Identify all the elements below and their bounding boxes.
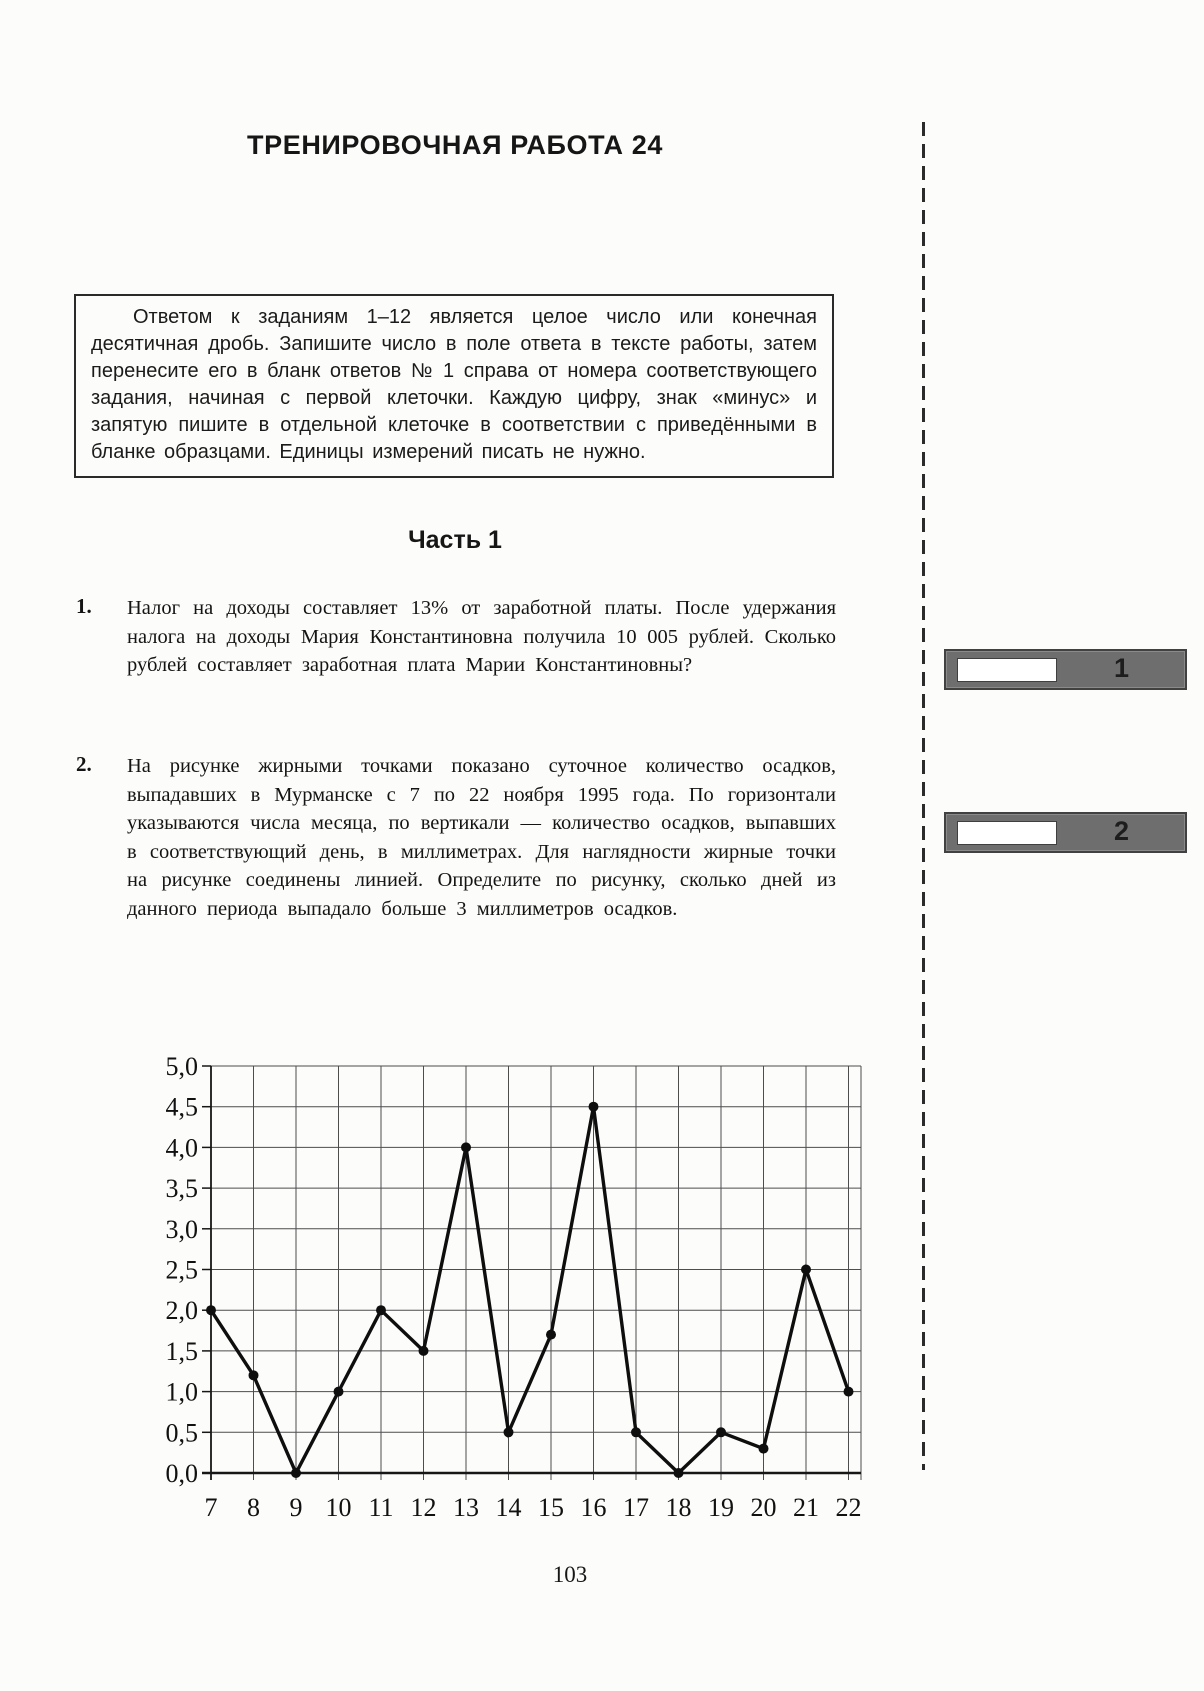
y-axis-label: 3,0 xyxy=(166,1215,199,1244)
precipitation-chart: 0,0 0,5 1,0 1,5 2,0 2,5 3,0 3,5 4,0 4,5 5,0 7 8 9 10 11… xyxy=(158,1038,878,1548)
x-axis-label: 18 xyxy=(666,1493,692,1522)
x-axis-label: 21 xyxy=(793,1493,819,1522)
y-axis-label: 0,5 xyxy=(166,1418,199,1447)
answer-slot-2: 2 xyxy=(944,812,1187,853)
data-point xyxy=(376,1305,386,1316)
instruction-box: Ответом к заданиям 1–12 является целое ч… xyxy=(74,294,834,478)
data-point xyxy=(291,1468,301,1478)
data-point xyxy=(461,1142,471,1153)
data-point xyxy=(843,1386,854,1397)
data-point xyxy=(206,1305,216,1316)
x-axis-label: 20 xyxy=(751,1493,777,1522)
problem-1-text: Налог на доходы составляет 13% от зарабо… xyxy=(127,597,836,677)
x-axis-label: 22 xyxy=(836,1493,862,1522)
y-axis-label: 3,5 xyxy=(166,1174,199,1203)
problem-2: 2. На рисунке жирными точками показано с… xyxy=(74,752,836,924)
problem-2-text: На рисунке жирными точками показано суто… xyxy=(127,755,836,920)
data-point xyxy=(631,1427,641,1438)
x-axis-label: 19 xyxy=(708,1493,734,1522)
x-axis-label: 7 xyxy=(205,1493,218,1522)
y-axis-label: 5,0 xyxy=(166,1052,199,1081)
x-axis-label: 14 xyxy=(496,1493,522,1522)
answer-slot-1: 1 xyxy=(944,649,1187,690)
x-axis-label: 16 xyxy=(581,1493,607,1522)
page-number: 103 xyxy=(552,1562,588,1587)
y-axis-label: 4,0 xyxy=(166,1133,199,1162)
x-axis-label: 10 xyxy=(326,1493,352,1522)
y-axis-label: 1,0 xyxy=(166,1378,199,1407)
answer-field-1[interactable] xyxy=(957,658,1057,682)
y-axis-label: 4,5 xyxy=(166,1093,199,1122)
data-point xyxy=(673,1468,684,1478)
y-axis-label: 2,5 xyxy=(166,1256,199,1285)
data-point xyxy=(801,1264,811,1275)
dashed-separator-line xyxy=(922,122,925,1470)
x-axis-label: 17 xyxy=(623,1493,649,1522)
instruction-text: Ответом к заданиям 1–12 является целое ч… xyxy=(91,306,817,463)
problem-1-number: 1. xyxy=(76,594,92,618)
x-axis-label: 9 xyxy=(290,1493,303,1522)
data-line xyxy=(209,1106,851,1477)
x-axis-label: 11 xyxy=(368,1493,393,1522)
y-axis-label: 2,0 xyxy=(166,1296,199,1325)
data-point xyxy=(248,1370,259,1381)
precipitation-chart-svg: 0,0 0,5 1,0 1,5 2,0 2,5 3,0 3,5 4,0 4,5 5,0 7 8 9 10 11… xyxy=(166,1052,862,1522)
problem-2-number: 2. xyxy=(76,752,92,776)
data-point xyxy=(333,1386,344,1397)
data-point xyxy=(503,1427,514,1438)
answer-field-2[interactable] xyxy=(957,821,1057,845)
x-axis-label: 12 xyxy=(411,1493,437,1522)
answer-slot-2-label: 2 xyxy=(1113,816,1130,846)
answer-slot-1-label: 1 xyxy=(1113,653,1130,683)
problem-1: 1. Налог на доходы составляет 13% от зар… xyxy=(74,594,836,680)
data-point xyxy=(716,1427,726,1438)
x-axis-label: 8 xyxy=(247,1493,260,1522)
x-axis-label: 15 xyxy=(538,1493,564,1522)
y-axis-label: 1,5 xyxy=(166,1337,199,1366)
data-point xyxy=(588,1101,599,1112)
page-title: ТРЕНИРОВОЧНАЯ РАБОТА 24 xyxy=(247,130,663,160)
x-axis-label: 13 xyxy=(453,1493,479,1522)
data-point xyxy=(546,1329,556,1340)
y-axis-label: 0,0 xyxy=(166,1459,199,1488)
data-point xyxy=(758,1443,769,1454)
data-point xyxy=(418,1345,429,1356)
part-heading: Часть 1 xyxy=(408,526,502,554)
